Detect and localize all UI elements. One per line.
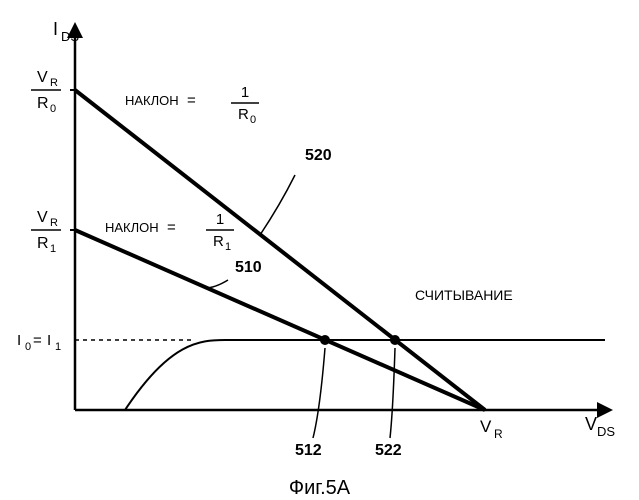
- svg-text:НАКЛОН: НАКЛОН: [105, 220, 159, 235]
- point-512: [320, 335, 330, 345]
- ref-label-510: 510: [205, 259, 262, 288]
- x-axis: [75, 402, 613, 418]
- iv-curve: [125, 340, 605, 410]
- y-tick-i0i1: I0=I1: [17, 332, 61, 353]
- svg-text:512: 512: [295, 442, 322, 459]
- svg-text:0: 0: [250, 114, 256, 126]
- y-axis: [67, 22, 83, 410]
- svg-text:I: I: [53, 19, 58, 39]
- load-line-520: [75, 90, 485, 410]
- svg-text:=: =: [33, 332, 42, 349]
- read-label: СЧИТЫВАНИЕ: [415, 287, 513, 303]
- svg-text:1: 1: [216, 211, 224, 228]
- y-axis-label: I DS: [53, 19, 79, 44]
- svg-text:1: 1: [55, 341, 61, 353]
- svg-text:=: =: [167, 219, 176, 236]
- svg-text:=: =: [187, 92, 196, 109]
- svg-text:1: 1: [225, 241, 231, 253]
- svg-text:R: R: [238, 106, 249, 123]
- ref-label-520: 520: [260, 147, 332, 235]
- svg-text:НАКЛОН: НАКЛОН: [125, 93, 179, 108]
- svg-text:R: R: [50, 77, 58, 89]
- svg-text:520: 520: [305, 147, 332, 164]
- x-tick-vr: VR: [480, 417, 503, 441]
- svg-text:R: R: [213, 233, 224, 250]
- svg-text:DS: DS: [597, 424, 615, 439]
- svg-text:R: R: [494, 427, 503, 441]
- svg-text:1: 1: [50, 243, 56, 255]
- point-522: [390, 335, 400, 345]
- svg-text:V: V: [37, 209, 48, 226]
- slope-label-520: НАКЛОН = 1 R0: [125, 84, 259, 126]
- callout-512: 512: [295, 348, 325, 459]
- svg-text:R: R: [37, 235, 49, 252]
- svg-text:0: 0: [25, 341, 31, 353]
- svg-text:R: R: [50, 217, 58, 229]
- x-axis-label: V DS: [585, 414, 615, 439]
- svg-text:V: V: [480, 417, 492, 436]
- svg-text:V: V: [37, 69, 48, 86]
- iv-diagram: I DS V DS VRR0 VRR1 I0=I1 VR НАКЛОН=1R0 …: [15, 10, 625, 490]
- svg-text:522: 522: [375, 442, 402, 459]
- figure-caption: Фиг.5A: [289, 477, 350, 500]
- svg-text:0: 0: [50, 103, 56, 115]
- svg-text:510: 510: [235, 259, 262, 276]
- svg-text:R: R: [37, 95, 49, 112]
- slope-label-510: НАКЛОН=1R1: [105, 211, 234, 253]
- load-line-510: [75, 230, 485, 410]
- y-tick-vr-r0: VRR0: [31, 69, 75, 115]
- svg-text:V: V: [585, 414, 597, 434]
- svg-text:I: I: [17, 332, 21, 349]
- svg-text:DS: DS: [61, 29, 79, 44]
- svg-text:1: 1: [241, 84, 249, 101]
- y-tick-vr-r1: VRR1: [31, 209, 75, 255]
- svg-text:I: I: [47, 332, 51, 349]
